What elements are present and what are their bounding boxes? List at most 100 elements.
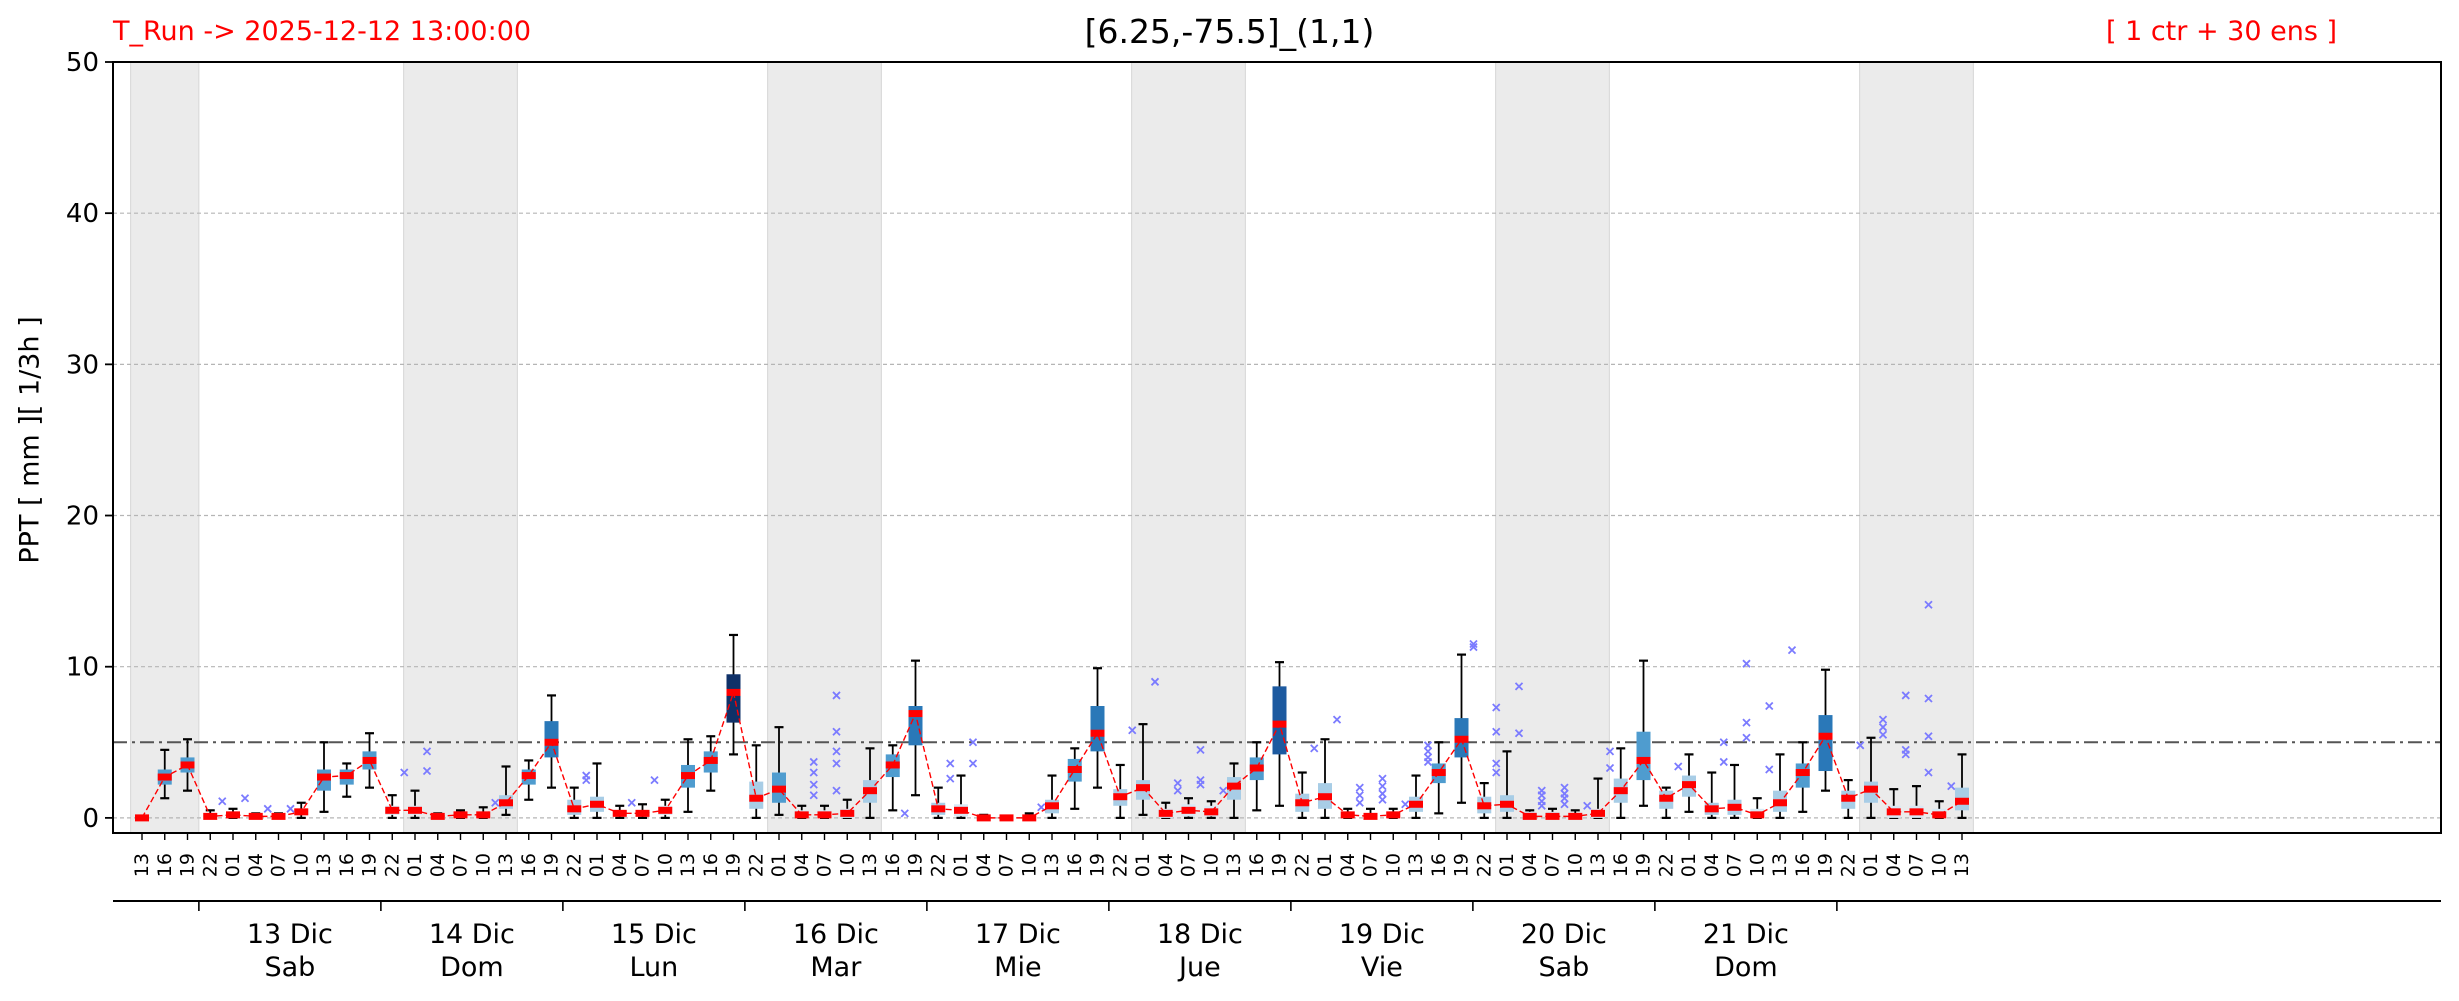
median-marker <box>817 811 832 819</box>
median-marker <box>453 811 468 819</box>
y-tick-label: 30 <box>66 350 99 380</box>
median-marker <box>1181 806 1196 814</box>
x-hour-label: 22 <box>381 853 403 877</box>
median-marker <box>385 806 400 814</box>
outlier-point <box>946 774 955 783</box>
x-hour-label: 19 <box>1451 853 1473 877</box>
median-marker <box>1454 735 1469 743</box>
outlier-point <box>832 759 841 768</box>
day-date-label: 19 Dic <box>1339 919 1425 950</box>
run-time-label: T_Run -> 2025-12-12 13:00:00 <box>113 16 532 47</box>
median-marker <box>1477 802 1492 810</box>
day-weekday-label: Dom <box>440 952 504 983</box>
median-marker <box>226 811 240 819</box>
outlier-point <box>1765 701 1774 711</box>
day-date-label: 13 Dic <box>247 919 333 950</box>
x-hour-label: 19 <box>1269 853 1291 877</box>
median-marker <box>180 761 195 769</box>
outlier-point <box>1469 642 1478 652</box>
outlier-point <box>1150 677 1160 686</box>
outlier-point <box>1901 691 1910 700</box>
median-marker <box>1386 811 1401 819</box>
median-marker <box>248 812 263 820</box>
y-tick-label: 20 <box>66 502 99 532</box>
outlier-point <box>1173 778 1182 788</box>
outlier-point <box>1787 645 1797 655</box>
day-weekday-label: Mie <box>994 952 1041 983</box>
x-hour-label: 07 <box>1178 853 1200 877</box>
x-hour-label: 01 <box>768 853 790 877</box>
median-marker <box>1249 764 1264 772</box>
median-marker <box>408 806 422 814</box>
x-hour-label: 16 <box>1246 853 1268 877</box>
night-shade-band <box>767 61 882 834</box>
outlier-point <box>1924 694 1933 703</box>
outlier-point <box>1128 726 1137 735</box>
outlier-point <box>1537 786 1546 795</box>
median-marker <box>703 756 718 764</box>
outlier-point <box>1423 753 1433 762</box>
outlier-point <box>968 738 978 747</box>
median-marker <box>772 785 786 793</box>
median-marker <box>658 806 673 814</box>
median-marker <box>1841 794 1856 802</box>
x-hour-label: 22 <box>1473 853 1495 877</box>
median-marker <box>271 812 286 820</box>
x-hour-label: 16 <box>1610 853 1632 877</box>
outlier-point <box>1924 768 1933 777</box>
median-marker <box>1113 793 1128 801</box>
chart-title: [6.25,-75.5]_(1,1) <box>1084 12 1375 51</box>
median-marker <box>1272 720 1287 728</box>
outlier-point <box>1196 775 1205 785</box>
day-weekday-label: Sab <box>264 952 315 983</box>
night-shade-band <box>1495 61 1610 834</box>
x-hour-label: 19 <box>1087 853 1109 877</box>
x-hour-label: 16 <box>154 853 176 877</box>
outlier-point <box>1719 757 1728 767</box>
x-hour-label: 04 <box>427 853 449 877</box>
x-hour-label: 13 <box>1223 853 1245 877</box>
outlier-point <box>832 747 841 756</box>
x-hour-label: 19 <box>359 853 381 877</box>
x-hour-label: 22 <box>927 853 949 877</box>
x-hour-label: 07 <box>1906 853 1928 877</box>
median-marker <box>1864 785 1878 793</box>
x-hour-label: 01 <box>586 853 608 877</box>
x-hour-label: 19 <box>177 853 199 877</box>
y-tick-label: 0 <box>82 804 99 834</box>
median-marker <box>1932 811 1947 819</box>
x-hour-label: 07 <box>1542 853 1564 877</box>
outlier-point <box>240 794 250 803</box>
x-hour-label: 04 <box>1883 853 1905 877</box>
x-hour-label: 10 <box>836 853 858 877</box>
median-marker <box>1204 808 1219 816</box>
median-marker <box>1955 797 1969 805</box>
median-marker <box>1522 812 1537 820</box>
ensemble-box <box>1636 731 1651 781</box>
x-hour-label: 10 <box>1928 853 1950 877</box>
x-hour-label: 01 <box>1496 853 1518 877</box>
median-marker <box>1500 800 1514 808</box>
x-hour-label: 13 <box>1041 853 1063 877</box>
x-hour-label: 07 <box>1360 853 1382 877</box>
median-marker <box>544 738 559 746</box>
x-hour-label: 22 <box>745 853 767 877</box>
median-marker <box>1750 811 1765 819</box>
ensemble-members-label: [ 1 ctr + 30 ens ] <box>2105 16 2337 47</box>
outlier-point <box>832 691 841 700</box>
median-marker <box>567 805 582 813</box>
x-hour-label: 13 <box>1587 853 1609 877</box>
median-marker <box>1545 812 1560 820</box>
y-axis-label: PPT [ mm ][ 1/3h ] <box>14 316 46 564</box>
median-marker <box>635 809 650 817</box>
outlier-point <box>1924 732 1933 741</box>
median-marker <box>1045 802 1059 810</box>
plot-frame <box>112 61 2442 834</box>
x-hour-label: 10 <box>290 853 312 877</box>
x-hour-label: 07 <box>632 853 654 877</box>
day-weekday-label: Jue <box>1177 952 1221 983</box>
outlier-point <box>1378 795 1387 804</box>
median-marker <box>885 761 900 769</box>
outlier-point <box>1560 789 1569 798</box>
